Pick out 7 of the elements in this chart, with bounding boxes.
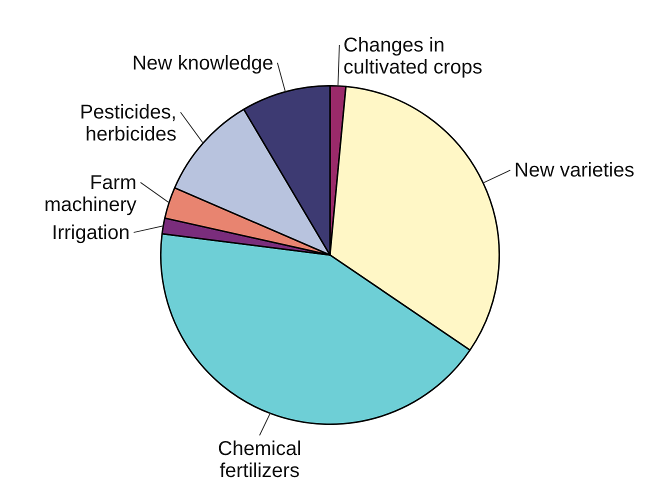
slice-label: Farm machinery xyxy=(44,172,136,216)
slice-label: New knowledge xyxy=(132,52,274,74)
slice-label: Pesticides, herbicides xyxy=(80,102,177,146)
slice-label: Chemical fertilizers xyxy=(218,438,302,482)
slice-label: Changes in cultivated crops xyxy=(343,34,482,78)
slice-label: New varieties xyxy=(514,160,634,182)
slice-label: Irrigation xyxy=(52,222,130,244)
